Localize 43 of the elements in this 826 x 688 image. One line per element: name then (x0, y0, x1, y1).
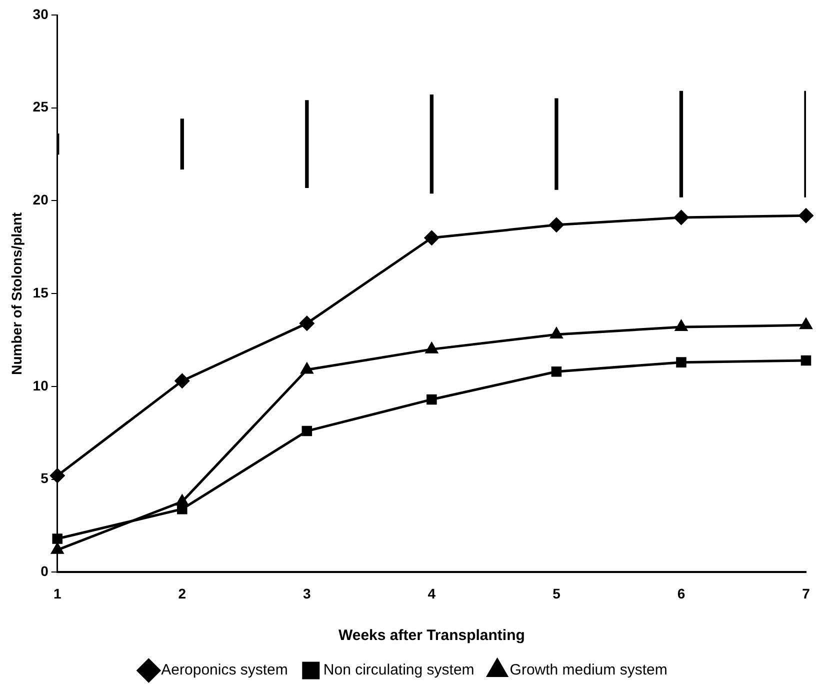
point (424, 230, 439, 246)
point (549, 218, 564, 232)
bar (305, 100, 309, 188)
point (798, 208, 814, 223)
bar (180, 118, 184, 170)
x-tick-label: 3 (303, 585, 312, 602)
point (174, 374, 190, 388)
point (800, 318, 812, 330)
point (674, 210, 688, 225)
bar (554, 98, 558, 190)
x-tick-label: 4 (428, 585, 436, 602)
point (800, 355, 812, 366)
point (300, 363, 313, 374)
legend-label: Non circulating system (323, 662, 474, 679)
y-tick-label: 15 (32, 284, 49, 300)
y-tick-label: 10 (32, 377, 49, 394)
point (675, 320, 688, 332)
x-tick-label: 2 (178, 585, 186, 602)
x-axis-title: Weeks after Transplanting (338, 627, 525, 644)
point (302, 426, 312, 436)
point (50, 468, 65, 483)
y-tick-label: 30 (32, 6, 49, 22)
point (426, 342, 438, 354)
y-tick-label: 20 (32, 192, 49, 208)
y-axis-title: Number of Stolons/plant (8, 212, 24, 375)
x-tick-label: 1 (53, 585, 62, 602)
x-tick-label: 6 (677, 585, 686, 602)
point (52, 534, 63, 544)
bar (679, 90, 684, 198)
bar (430, 94, 434, 194)
legend-label: Aeroponics system (161, 662, 288, 679)
point (550, 328, 562, 338)
y-tick-label: 5 (40, 470, 49, 486)
point (300, 316, 314, 331)
x-tick-label: 7 (802, 585, 810, 602)
y-tick-label: 25 (32, 98, 49, 115)
x-tick-label: 5 (552, 585, 561, 602)
point (426, 394, 437, 405)
y-tick-label: 0 (40, 563, 49, 580)
point (676, 357, 686, 368)
point (551, 366, 562, 377)
legend-label: Growth medium system (510, 662, 668, 679)
point (51, 543, 64, 554)
